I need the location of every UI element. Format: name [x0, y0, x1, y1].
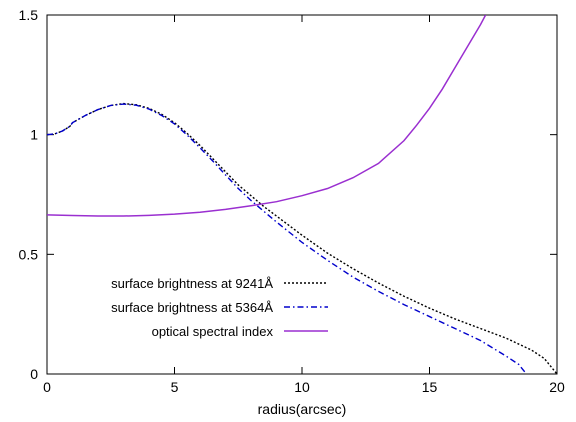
- plot-frame: [46, 14, 558, 375]
- x-tick-label: 5: [171, 379, 179, 395]
- axis-ticks: 0 5 10 15 20 0 0.5 1 1.5: [19, 7, 565, 395]
- y-tick-label: 1: [30, 127, 38, 143]
- y-tick-label: 1.5: [19, 7, 39, 23]
- legend-label: surface brightness at 5364Å: [111, 300, 273, 315]
- y-tick-label: 0.5: [19, 246, 39, 262]
- series-line-1: [47, 102, 557, 374]
- x-tick-label: 0: [43, 379, 51, 395]
- x-tick-label: 20: [549, 379, 565, 395]
- x-axis-label: radius(arcsec): [258, 401, 347, 417]
- legend: surface brightness at 9241Å surface brigh…: [111, 276, 328, 339]
- series-group: [47, 15, 557, 374]
- series-line-2: [47, 103, 527, 374]
- y-tick-label: 0: [30, 366, 38, 382]
- legend-label: optical spectral index: [152, 324, 274, 339]
- series-line-3: [47, 15, 487, 217]
- legend-label: surface brightness at 9241Å: [111, 276, 273, 291]
- x-tick-label: 15: [422, 379, 438, 395]
- x-tick-label: 10: [294, 379, 310, 395]
